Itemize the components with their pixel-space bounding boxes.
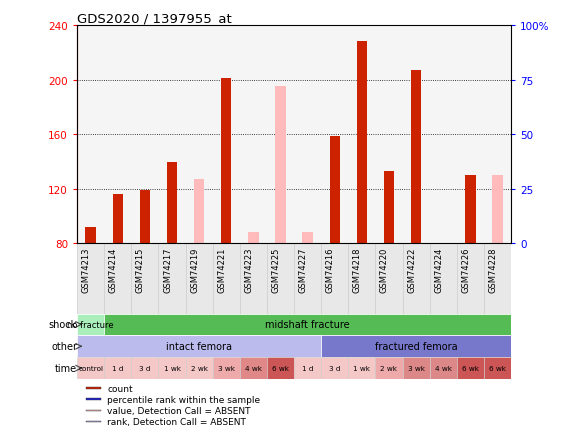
Text: 3 d: 3 d bbox=[139, 365, 151, 371]
Text: fractured femora: fractured femora bbox=[375, 342, 457, 352]
Bar bbox=[484, 357, 511, 379]
Text: 2 wk: 2 wk bbox=[191, 365, 208, 371]
Bar bbox=[321, 357, 348, 379]
Text: GSM74220: GSM74220 bbox=[380, 247, 389, 293]
Text: 3 wk: 3 wk bbox=[218, 365, 235, 371]
Text: shock: shock bbox=[49, 320, 77, 330]
Text: 3 d: 3 d bbox=[329, 365, 340, 371]
Bar bbox=[267, 244, 294, 314]
Text: 1 d: 1 d bbox=[112, 365, 123, 371]
Bar bbox=[213, 244, 240, 314]
Text: GSM74224: GSM74224 bbox=[434, 247, 443, 293]
Bar bbox=[159, 244, 186, 314]
Bar bbox=[457, 244, 484, 314]
Text: GSM74222: GSM74222 bbox=[407, 247, 416, 293]
Bar bbox=[86, 398, 101, 400]
Bar bbox=[384, 172, 394, 244]
Bar bbox=[86, 227, 96, 244]
Bar bbox=[221, 79, 231, 244]
Bar bbox=[376, 357, 403, 379]
Bar bbox=[77, 314, 104, 335]
Text: GSM74226: GSM74226 bbox=[461, 247, 471, 293]
Bar bbox=[492, 176, 502, 244]
Bar bbox=[86, 387, 101, 389]
Text: GDS2020 / 1397955_at: GDS2020 / 1397955_at bbox=[77, 12, 232, 25]
Bar bbox=[186, 244, 213, 314]
Text: 2 wk: 2 wk bbox=[380, 365, 397, 371]
Bar bbox=[131, 244, 159, 314]
Bar bbox=[329, 136, 340, 244]
Bar bbox=[140, 191, 150, 244]
Bar bbox=[348, 244, 376, 314]
Text: GSM74221: GSM74221 bbox=[217, 247, 226, 293]
Bar bbox=[86, 410, 101, 411]
Text: GSM74227: GSM74227 bbox=[299, 247, 308, 293]
Bar bbox=[167, 162, 177, 244]
Text: GSM74217: GSM74217 bbox=[163, 247, 172, 293]
Text: intact femora: intact femora bbox=[166, 342, 232, 352]
Text: 6 wk: 6 wk bbox=[489, 365, 506, 371]
Text: GSM74225: GSM74225 bbox=[271, 247, 280, 293]
Bar bbox=[131, 357, 159, 379]
Text: time: time bbox=[55, 363, 77, 373]
Bar bbox=[348, 357, 376, 379]
Text: 4 wk: 4 wk bbox=[245, 365, 262, 371]
Bar bbox=[104, 357, 131, 379]
Bar bbox=[86, 421, 101, 422]
Bar bbox=[303, 233, 313, 244]
Bar bbox=[112, 195, 123, 244]
Text: 3 wk: 3 wk bbox=[408, 365, 425, 371]
Bar bbox=[411, 71, 421, 244]
Bar bbox=[403, 357, 430, 379]
Bar bbox=[240, 244, 267, 314]
Text: GSM74215: GSM74215 bbox=[136, 247, 145, 293]
Text: GSM74213: GSM74213 bbox=[82, 247, 91, 293]
Text: GSM74228: GSM74228 bbox=[488, 247, 497, 293]
Bar bbox=[77, 335, 321, 357]
Bar bbox=[357, 43, 367, 244]
Text: GSM74216: GSM74216 bbox=[325, 247, 335, 293]
Bar bbox=[376, 244, 403, 314]
Text: count: count bbox=[107, 384, 133, 393]
Text: 6 wk: 6 wk bbox=[462, 365, 479, 371]
Text: GSM74218: GSM74218 bbox=[353, 247, 362, 293]
Bar bbox=[77, 357, 104, 379]
Text: midshaft fracture: midshaft fracture bbox=[266, 320, 350, 330]
Text: rank, Detection Call = ABSENT: rank, Detection Call = ABSENT bbox=[107, 417, 246, 426]
Bar bbox=[248, 233, 259, 244]
Bar bbox=[240, 357, 267, 379]
Bar bbox=[294, 244, 321, 314]
Bar bbox=[465, 176, 476, 244]
Text: 1 d: 1 d bbox=[302, 365, 313, 371]
Bar bbox=[194, 180, 204, 244]
Text: control: control bbox=[78, 365, 103, 371]
Bar bbox=[267, 357, 294, 379]
Bar bbox=[321, 335, 511, 357]
Bar bbox=[403, 244, 430, 314]
Text: percentile rank within the sample: percentile rank within the sample bbox=[107, 395, 260, 404]
Text: 1 wk: 1 wk bbox=[353, 365, 371, 371]
Bar bbox=[430, 357, 457, 379]
Bar bbox=[294, 357, 321, 379]
Text: value, Detection Call = ABSENT: value, Detection Call = ABSENT bbox=[107, 406, 251, 415]
Bar bbox=[321, 244, 348, 314]
Bar bbox=[213, 357, 240, 379]
Text: 1 wk: 1 wk bbox=[163, 365, 180, 371]
Text: GSM74223: GSM74223 bbox=[244, 247, 254, 293]
Text: GSM74214: GSM74214 bbox=[108, 247, 118, 293]
Text: 6 wk: 6 wk bbox=[272, 365, 289, 371]
Bar bbox=[430, 244, 457, 314]
Bar bbox=[186, 357, 213, 379]
Text: no fracture: no fracture bbox=[67, 320, 114, 329]
Bar bbox=[484, 244, 511, 314]
Text: other: other bbox=[51, 342, 77, 352]
Text: 4 wk: 4 wk bbox=[435, 365, 452, 371]
Bar bbox=[457, 357, 484, 379]
Text: GSM74219: GSM74219 bbox=[190, 247, 199, 293]
Bar bbox=[159, 357, 186, 379]
Bar bbox=[275, 87, 286, 244]
Bar bbox=[77, 244, 104, 314]
Bar bbox=[104, 244, 131, 314]
